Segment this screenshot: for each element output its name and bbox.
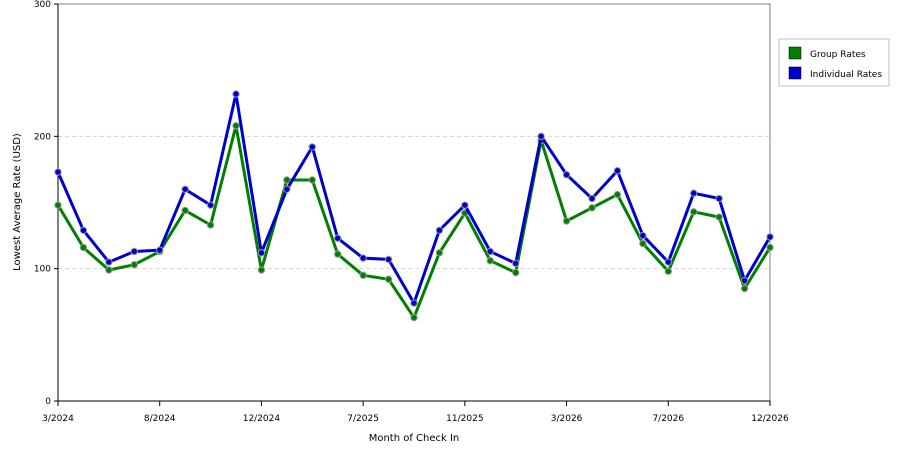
x-tick-label: 3/2026 xyxy=(551,414,583,424)
series-group-rates xyxy=(54,122,774,322)
data-point-individual-rates xyxy=(486,247,494,256)
plot-area xyxy=(57,3,771,402)
y-axis-title: Lowest Average Rate (USD) xyxy=(12,133,23,271)
data-point-individual-rates xyxy=(334,234,342,242)
data-point-individual-rates xyxy=(79,226,88,234)
data-point-individual-rates xyxy=(232,90,240,98)
series-individual-rates xyxy=(54,90,774,307)
data-point-group-rates xyxy=(384,275,393,283)
data-point-individual-rates xyxy=(664,258,672,266)
data-point-group-rates xyxy=(766,243,774,252)
x-axis-title: Month of Check In xyxy=(369,433,460,444)
y-tick-label: 300 xyxy=(34,0,51,10)
axes xyxy=(57,4,770,402)
data-point-group-rates xyxy=(130,260,138,269)
data-point-individual-rates xyxy=(206,201,215,209)
data-point-individual-rates xyxy=(308,143,316,151)
data-point-group-rates xyxy=(613,190,622,199)
y-tick-label: 0 xyxy=(45,397,51,407)
data-point-group-rates xyxy=(257,266,266,274)
data-point-individual-rates xyxy=(283,185,291,193)
data-point-individual-rates xyxy=(639,231,647,240)
x-tick-label: 8/2024 xyxy=(144,414,176,424)
data-point-group-rates xyxy=(486,257,494,265)
data-point-individual-rates xyxy=(613,167,622,175)
x-tick-label: 7/2026 xyxy=(652,414,684,424)
y-tick-label: 200 xyxy=(34,132,51,142)
data-point-group-rates xyxy=(435,249,444,257)
data-point-individual-rates xyxy=(54,168,62,176)
data-point-individual-rates xyxy=(461,201,469,209)
data-point-group-rates xyxy=(54,201,62,209)
data-point-group-rates xyxy=(562,217,571,225)
data-point-individual-rates xyxy=(156,246,164,254)
data-point-group-rates xyxy=(334,250,342,258)
y-ticks: 0 100 200 300 xyxy=(34,0,58,407)
x-tick-label: 7/2025 xyxy=(347,414,379,424)
series-line-individual-rates xyxy=(56,92,772,305)
data-point-group-rates xyxy=(690,208,698,216)
legend-label-individual-rates: Individual Rates xyxy=(810,70,882,80)
x-tick-label: 3/2024 xyxy=(42,414,74,424)
data-point-group-rates xyxy=(588,204,596,212)
data-point-individual-rates xyxy=(130,247,138,256)
data-point-individual-rates xyxy=(690,189,698,197)
data-point-individual-rates xyxy=(740,276,749,285)
data-point-group-rates xyxy=(359,271,367,279)
data-point-group-rates xyxy=(232,122,240,130)
data-point-individual-rates xyxy=(359,254,367,262)
data-point-group-rates xyxy=(181,206,189,215)
series-line-group-rates xyxy=(56,124,772,320)
data-point-group-rates xyxy=(512,268,520,277)
data-point-individual-rates xyxy=(384,255,393,264)
data-point-group-rates xyxy=(283,176,291,184)
data-point-individual-rates xyxy=(181,185,189,193)
data-point-group-rates xyxy=(105,266,113,274)
data-point-group-rates xyxy=(715,213,723,221)
y-tick-label: 100 xyxy=(34,265,51,275)
data-point-individual-rates xyxy=(257,249,266,257)
gridlines xyxy=(58,135,770,270)
data-point-group-rates xyxy=(664,267,672,276)
x-tick-label: 12/2024 xyxy=(243,414,281,424)
legend-label-group-rates: Group Rates xyxy=(810,50,866,60)
x-tick-label: 11/2025 xyxy=(446,414,483,424)
data-point-individual-rates xyxy=(410,299,418,307)
data-point-individual-rates xyxy=(537,132,545,141)
legend-swatch-group-rates xyxy=(788,46,802,60)
legend: Group Rates Individual Rates xyxy=(778,38,890,87)
data-point-group-rates xyxy=(206,221,215,229)
data-point-group-rates xyxy=(740,284,749,293)
data-point-individual-rates xyxy=(512,259,520,268)
data-point-group-rates xyxy=(410,313,418,322)
data-point-individual-rates xyxy=(588,194,596,203)
data-point-group-rates xyxy=(639,239,647,248)
data-point-individual-rates xyxy=(435,226,444,234)
data-point-individual-rates xyxy=(562,171,571,179)
data-point-individual-rates xyxy=(715,194,723,203)
legend-swatch-individual-rates xyxy=(788,66,802,80)
data-point-individual-rates xyxy=(105,258,113,266)
data-point-individual-rates xyxy=(766,233,774,241)
x-tick-label: 12/2026 xyxy=(751,414,789,424)
data-point-group-rates xyxy=(308,176,316,184)
data-point-group-rates xyxy=(79,243,88,252)
series xyxy=(54,90,774,322)
x-ticks: 3/2024 8/2024 12/2024 7/2025 11/2025 3/2026 7/… xyxy=(42,401,789,424)
